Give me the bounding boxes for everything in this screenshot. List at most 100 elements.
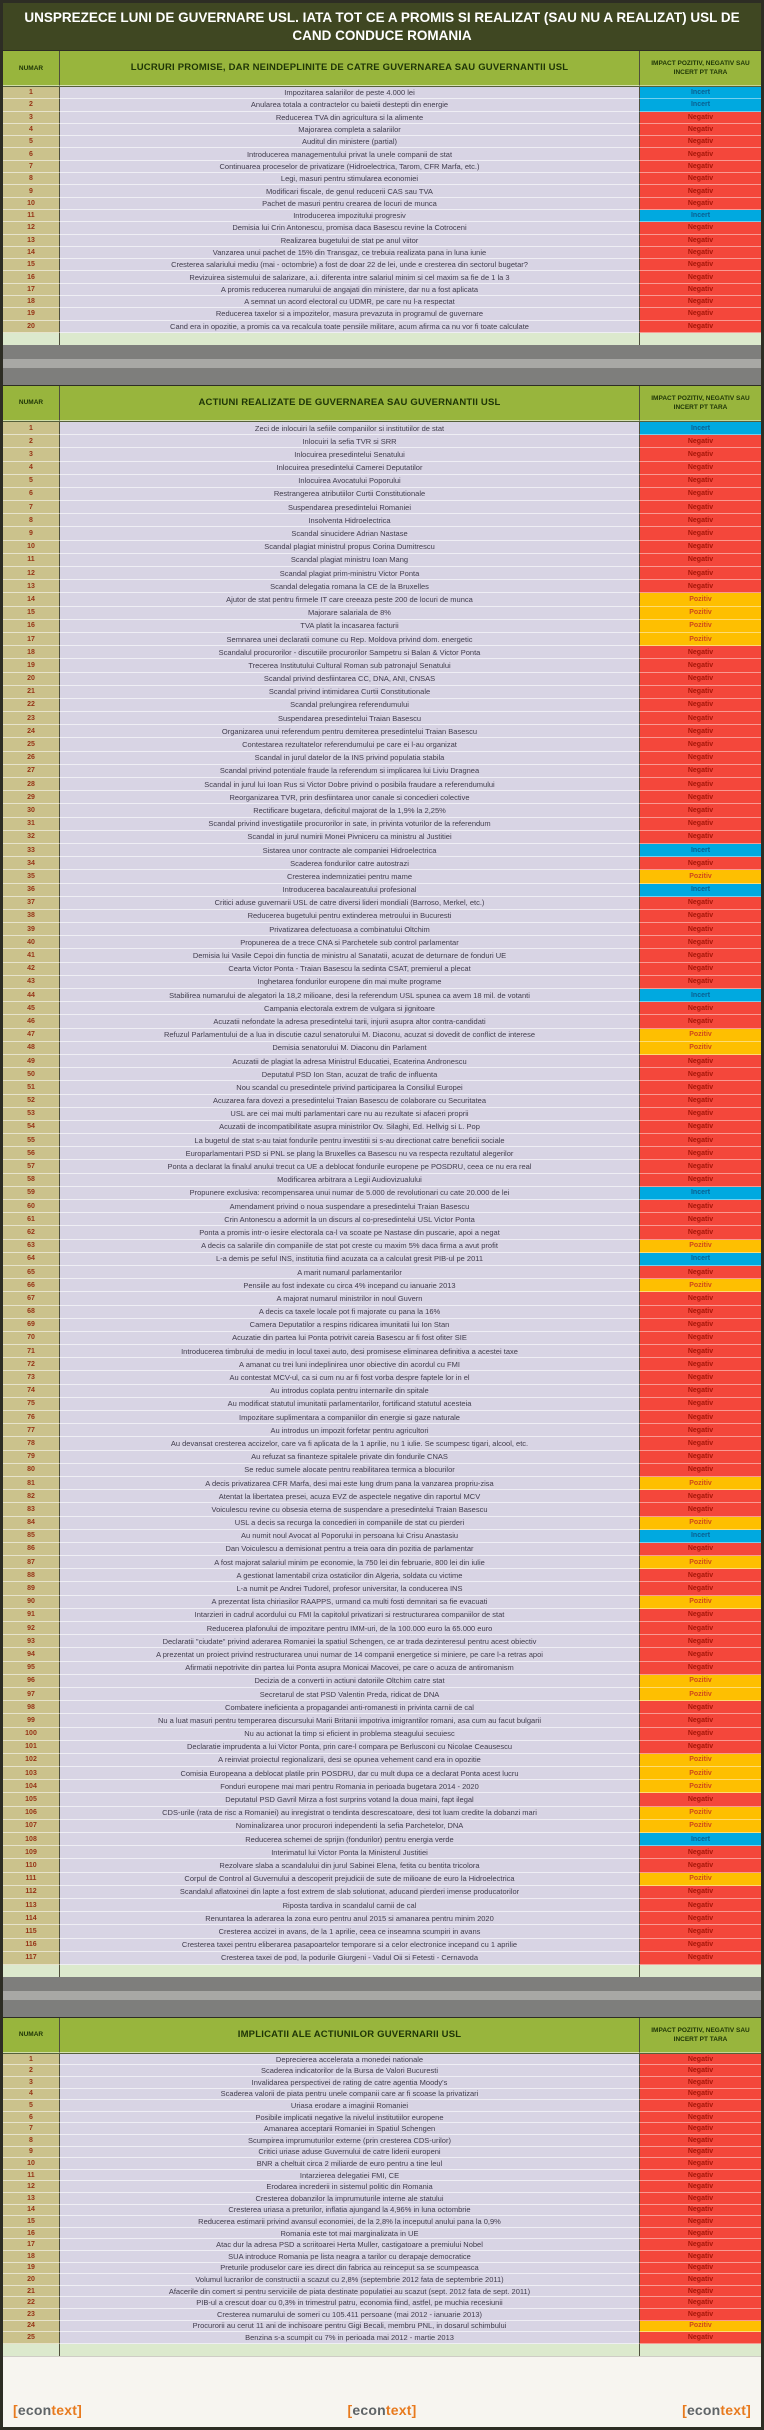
impact-badge: Negativ <box>639 1450 761 1464</box>
table-row: 114 Renuntarea la aderarea la zona euro … <box>3 1912 761 1926</box>
row-number: 11 <box>3 209 60 223</box>
row-number: 79 <box>3 1450 60 1464</box>
row-text: Combatere ineficienta a propagandei anti… <box>60 1701 639 1715</box>
table-row: 109 Interimatul lui Victor Ponta la Mini… <box>3 1846 761 1860</box>
row-text: A marit numarul parlamentarilor <box>60 1265 639 1280</box>
row-text: Pachet de masuri pentru crearea de locur… <box>60 197 639 210</box>
row-text: Rectificare bugetara, deficitul majorat … <box>60 804 639 818</box>
table-row: 14 Vanzarea unui pachet de 15% din Trans… <box>3 246 761 260</box>
row-number: 113 <box>3 1898 60 1913</box>
impact-badge: Negativ <box>639 962 761 976</box>
impact-badge: Negativ <box>639 1582 761 1596</box>
row-text: Organizarea unui referendum pentru demit… <box>60 725 639 739</box>
impact-badge: Negativ <box>639 936 761 950</box>
impact-badge: Negativ <box>639 1331 761 1346</box>
table-row: 17 A promis reducerea numarului de angaj… <box>3 283 761 297</box>
impact-badge: Negativ <box>639 1358 761 1372</box>
separator-cell <box>60 2343 639 2356</box>
table-row: 68 A decis ca taxele locale pot fi major… <box>3 1305 761 1319</box>
impact-badge: Negativ <box>639 234 761 247</box>
table-row: 82 Atentat la libertatea presei, acuza E… <box>3 1490 761 1504</box>
table-row: 18 SUA introduce Romania pe lista neagra… <box>3 2250 761 2263</box>
row-text: Nu au actionat la timp si eficient in pr… <box>60 1727 639 1741</box>
impact-badge: Negativ <box>639 2297 761 2309</box>
table-row: 15 Cresterea salariului mediu (mai - oct… <box>3 259 761 272</box>
impact-badge: Negativ <box>639 1648 761 1662</box>
row-text: Atac dur la adresa PSD a scriitoarei Her… <box>60 2239 639 2251</box>
row-text: Inlocuirea Avocatului Poporului <box>60 474 639 488</box>
impact-badge: Negativ <box>639 1424 761 1438</box>
row-number: 35 <box>3 870 60 884</box>
table-row: 19 Preturile produselor care ies direct … <box>3 2262 761 2275</box>
impact-badge: Pozitiv <box>639 1767 761 1781</box>
table-row: 30 Rectificare bugetara, deficitul major… <box>3 804 761 818</box>
row-text: Pensiile au fost indexate cu circa 4% in… <box>60 1279 639 1293</box>
row-text: Reducerea bugetului pentru extinderea me… <box>60 909 639 924</box>
impact-badge: Negativ <box>639 1226 761 1240</box>
row-number: 112 <box>3 1885 60 1899</box>
row-text: Semnarea unei declaratii comune cu Rep. … <box>60 632 639 647</box>
table-row: 103 Comisia Europeana a deblocat platile… <box>3 1767 761 1781</box>
impact-badge: Pozitiv <box>639 1753 761 1768</box>
impact-badge: Negativ <box>639 1635 761 1649</box>
row-number: 85 <box>3 1529 60 1543</box>
row-number: 83 <box>3 1503 60 1517</box>
row-text: Scandal privind intimidarea Curtii Const… <box>60 685 639 699</box>
row-number: 73 <box>3 1371 60 1385</box>
table-row: 25 Benzina s-a scumpit cu 7% in perioada… <box>3 2332 761 2344</box>
row-number: 64 <box>3 1252 60 1266</box>
row-text: Realizarea bugetului de stat pe anul vii… <box>60 234 639 247</box>
impact-badge: Pozitiv <box>639 1476 761 1491</box>
section-gap <box>3 344 761 385</box>
impact-badge: Negativ <box>639 461 761 475</box>
impact-badge: Pozitiv <box>639 606 761 620</box>
table-row: 9 Scandal sinucidere Adrian Nastase Nega… <box>3 527 761 541</box>
row-text: Ponta a declarat la finalul anului trecu… <box>60 1160 639 1174</box>
table-row: 12 Demisia lui Crin Antonescu, promisa d… <box>3 222 761 235</box>
row-number: 16 <box>3 619 60 633</box>
impact-badge: Negativ <box>639 698 761 713</box>
row-text: Inlocuirea presedintelui Senatului <box>60 448 639 462</box>
impact-badge: Negativ <box>639 909 761 924</box>
impact-badge: Negativ <box>639 1793 761 1807</box>
row-text: A fost majorat salariul minim pe economi… <box>60 1556 639 1570</box>
impact-badge: Negativ <box>639 1081 761 1095</box>
row-number: 8 <box>3 2135 60 2147</box>
impact-badge: Pozitiv <box>639 870 761 884</box>
logo-bracket: [ <box>682 2402 687 2418</box>
row-text: Camera Deputatilor a respins ridicarea i… <box>60 1318 639 1332</box>
row-text: Au devansat cresterea accizelor, care va… <box>60 1437 639 1451</box>
row-text: A decis privatizarea CFR Marfa, desi mai… <box>60 1476 639 1491</box>
table-row: 2 Anularea totala a contractelor cu baie… <box>3 99 761 112</box>
table-row: 6 Introducerea managementului privat la … <box>3 148 761 161</box>
logo-bracket: [ <box>347 2402 353 2418</box>
row-number: 94 <box>3 1648 60 1662</box>
row-text: Corpul de Control al Guvernului a descop… <box>60 1872 639 1886</box>
row-number: 91 <box>3 1608 60 1622</box>
impact-badge: Pozitiv <box>639 1819 761 1833</box>
impact-badge: Negativ <box>639 567 761 581</box>
row-number: 21 <box>3 685 60 699</box>
row-number: 96 <box>3 1674 60 1688</box>
row-number: 27 <box>3 764 60 778</box>
row-text: Nou scandal cu presedintele privind part… <box>60 1081 639 1095</box>
table-row: 16 TVA platit la incasarea facturii Pozi… <box>3 619 761 633</box>
row-number: 114 <box>3 1912 60 1926</box>
row-number: 7 <box>3 501 60 515</box>
impact-badge: Incert <box>639 209 761 223</box>
table-row: 12 Erodarea increderii in sistemul polit… <box>3 2181 761 2193</box>
row-number: 117 <box>3 1951 60 1965</box>
row-text: Demisia lui Crin Antonescu, promisa daca… <box>60 222 639 235</box>
row-text: USL are cei mai multi parlamentari care … <box>60 1107 639 1121</box>
row-number: 16 <box>3 2227 60 2240</box>
row-text: Reducerea estimarii privind avansul econ… <box>60 2216 639 2228</box>
impact-badge: Negativ <box>639 540 761 554</box>
row-text: Scaderea fondurilor catre autostrazi <box>60 857 639 871</box>
row-text: Ajutor de stat pentru firmele IT care cr… <box>60 593 639 607</box>
table-row: 92 Reducerea plafonului de impozitare pe… <box>3 1622 761 1636</box>
table-row: 76 Impozitare suplimentara a companiilor… <box>3 1411 761 1425</box>
row-text: Procurorii au cerut 11 ani de inchisoare… <box>60 2320 639 2333</box>
impact-badge: Negativ <box>639 2100 761 2112</box>
row-number: 48 <box>3 1041 60 1055</box>
row-number: 26 <box>3 751 60 765</box>
